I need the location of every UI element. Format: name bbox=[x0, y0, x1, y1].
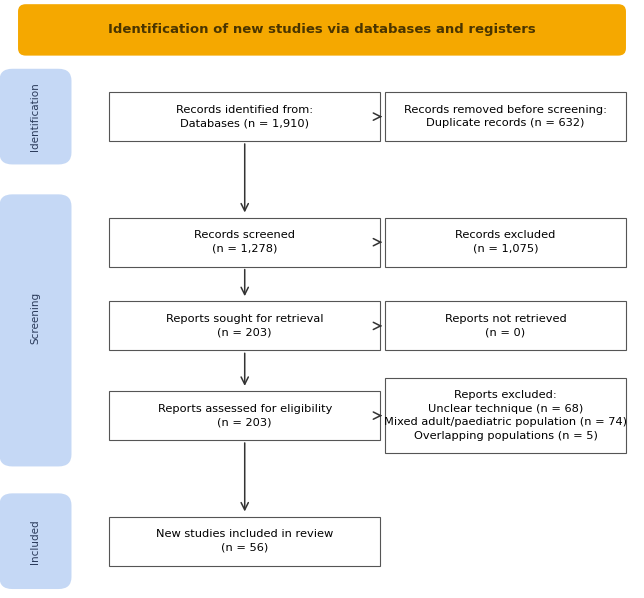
Text: Records identified from:
Databases (n = 1,910): Records identified from: Databases (n = … bbox=[176, 105, 313, 129]
Text: Identification of new studies via databases and registers: Identification of new studies via databa… bbox=[108, 23, 536, 36]
FancyBboxPatch shape bbox=[385, 301, 626, 350]
Text: Records excluded
(n = 1,075): Records excluded (n = 1,075) bbox=[455, 230, 556, 254]
Text: Identification: Identification bbox=[30, 83, 41, 151]
FancyBboxPatch shape bbox=[385, 379, 626, 453]
FancyBboxPatch shape bbox=[109, 391, 380, 440]
Text: Included: Included bbox=[30, 519, 41, 563]
Text: Records removed before screening:
Duplicate records (n = 632): Records removed before screening: Duplic… bbox=[404, 105, 607, 129]
FancyBboxPatch shape bbox=[109, 517, 380, 566]
FancyBboxPatch shape bbox=[109, 301, 380, 350]
FancyBboxPatch shape bbox=[0, 194, 71, 466]
Text: Records screened
(n = 1,278): Records screened (n = 1,278) bbox=[194, 230, 295, 254]
FancyBboxPatch shape bbox=[0, 69, 71, 164]
FancyBboxPatch shape bbox=[0, 493, 71, 589]
Text: Screening: Screening bbox=[30, 292, 41, 344]
Text: Reports not retrieved
(n = 0): Reports not retrieved (n = 0) bbox=[444, 314, 567, 338]
FancyBboxPatch shape bbox=[385, 218, 626, 267]
Text: Reports sought for retrieval
(n = 203): Reports sought for retrieval (n = 203) bbox=[166, 314, 323, 338]
Text: Reports assessed for eligibility
(n = 203): Reports assessed for eligibility (n = 20… bbox=[158, 404, 332, 428]
FancyBboxPatch shape bbox=[18, 4, 626, 56]
FancyBboxPatch shape bbox=[109, 218, 380, 267]
FancyBboxPatch shape bbox=[109, 92, 380, 141]
FancyBboxPatch shape bbox=[385, 92, 626, 141]
Text: New studies included in review
(n = 56): New studies included in review (n = 56) bbox=[156, 529, 334, 553]
Text: Reports excluded:
Unclear technique (n = 68)
Mixed adult/paediatric population (: Reports excluded: Unclear technique (n =… bbox=[384, 390, 627, 441]
